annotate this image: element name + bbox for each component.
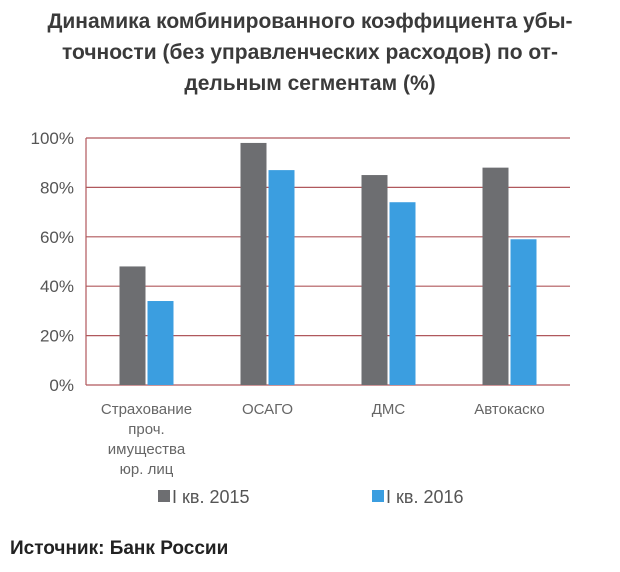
y-tick-label: 0% bbox=[49, 376, 74, 395]
chart-title: Динамика комбинированного коэффициента у… bbox=[8, 6, 612, 99]
legend-swatch bbox=[372, 490, 384, 502]
legend-label: I кв. 2015 bbox=[172, 487, 249, 507]
bar-2016 bbox=[389, 202, 416, 385]
x-category-label: проч. bbox=[128, 421, 164, 438]
y-tick-label: 100% bbox=[31, 129, 74, 148]
y-tick-label: 80% bbox=[40, 178, 74, 197]
legend-label: I кв. 2016 bbox=[386, 487, 463, 507]
x-category-label: имущества bbox=[108, 441, 186, 458]
x-category-label: ДМС bbox=[372, 401, 406, 418]
y-tick-label: 20% bbox=[40, 327, 74, 346]
x-category-label: юр. лиц bbox=[120, 461, 174, 478]
x-category-label: ОСАГО bbox=[242, 401, 293, 418]
title-line-3: дельным сегментам (%) bbox=[184, 72, 436, 95]
y-tick-label: 60% bbox=[40, 228, 74, 247]
bar-2016 bbox=[268, 170, 295, 385]
bar-2015 bbox=[240, 142, 267, 385]
source-note: Источник: Банк России bbox=[10, 538, 229, 559]
x-category-label: Автокаско bbox=[474, 401, 545, 418]
bar-2015 bbox=[119, 266, 146, 385]
y-tick-label: 40% bbox=[40, 277, 74, 296]
bar-2015 bbox=[361, 175, 388, 385]
bar-2016 bbox=[510, 239, 537, 385]
x-category-label: Страхование bbox=[101, 401, 192, 418]
bar-chart: 0% 20% 40% 60% 80% 100% Страхование проч. имущес… bbox=[31, 129, 570, 507]
legend-swatch bbox=[158, 490, 170, 502]
bar-2015 bbox=[482, 167, 509, 385]
title-line-2: точности (без управленческих расходов) п… bbox=[62, 41, 558, 64]
title-line-1: Динамика комбинированного коэффициента у… bbox=[47, 10, 573, 33]
bar-2016 bbox=[147, 301, 174, 385]
